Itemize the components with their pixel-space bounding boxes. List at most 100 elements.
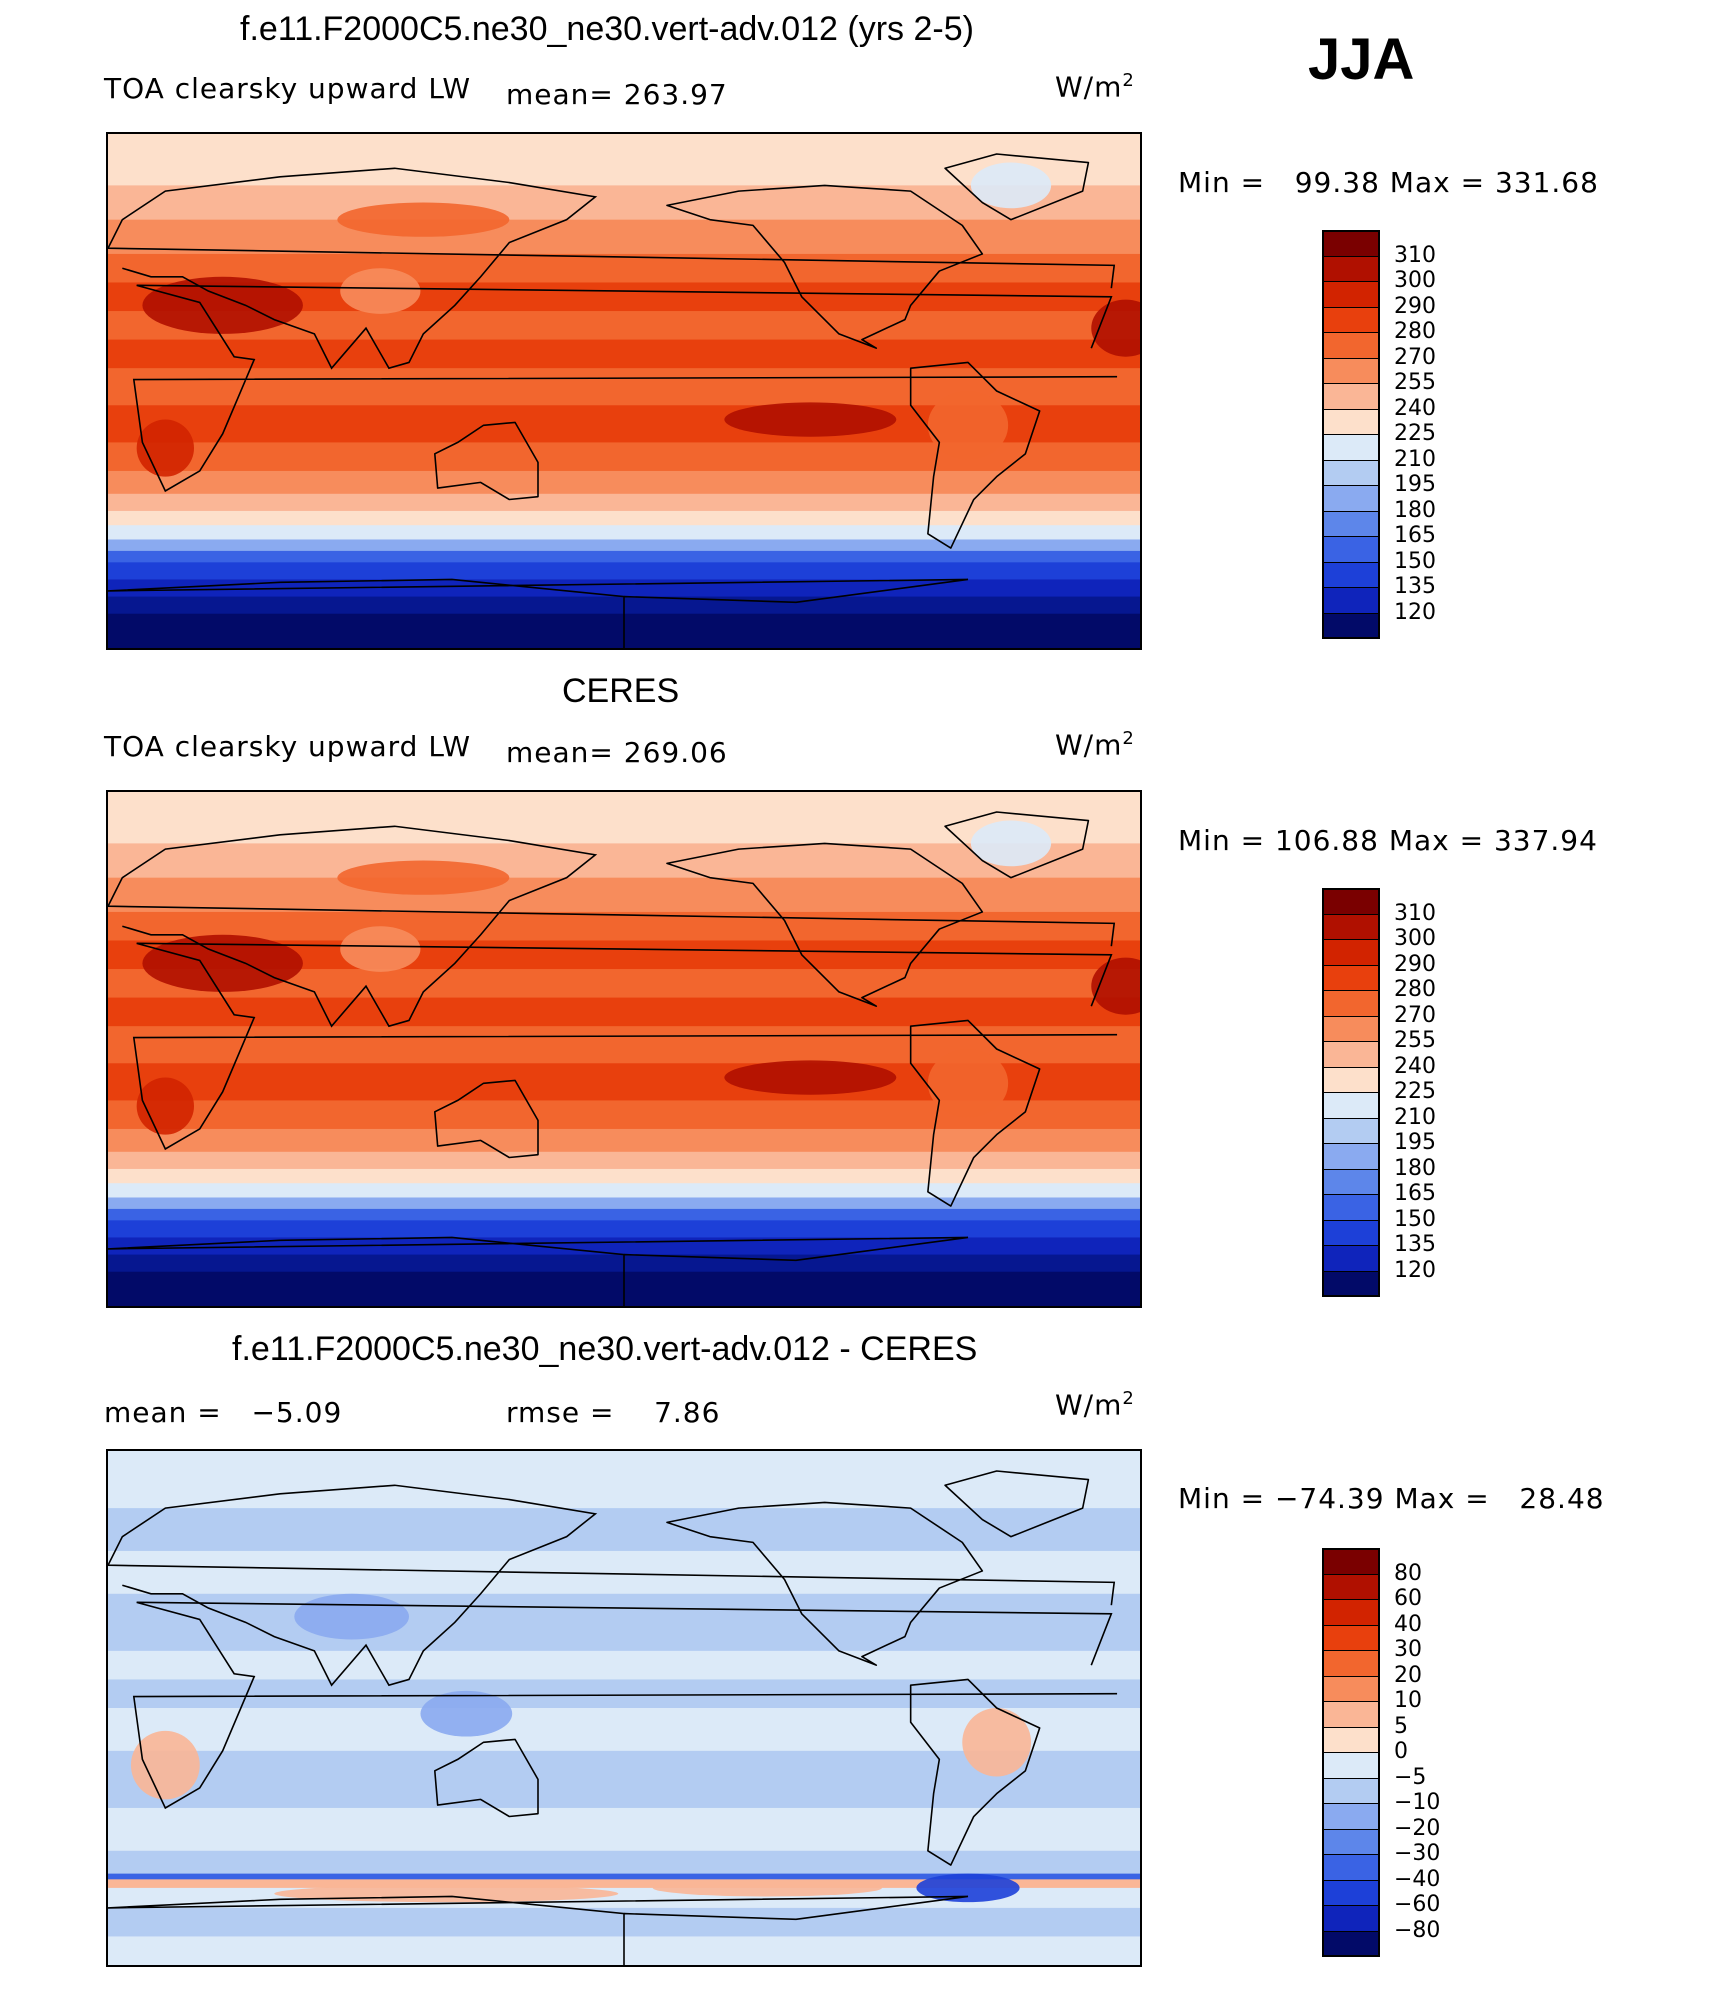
panel1-colorbar-tick-label: 310 [1394, 242, 1436, 268]
panel3-title: f.e11.F2000C5.ne30_ne30.vert-adv.012 - C… [232, 1330, 978, 1368]
panel2-map-band [108, 1168, 1140, 1185]
panel3-map-band [108, 1879, 1140, 1889]
panel3-colorbar-tick-label: 10 [1394, 1688, 1422, 1713]
panel1-map-anomaly [142, 276, 303, 334]
panel3-rmse-label: rmse = 7.86 [506, 1396, 721, 1429]
panel3-colorbar-swatch [1322, 1828, 1380, 1855]
panel3-colorbar-swatch [1322, 1548, 1380, 1574]
panel3-map-band [108, 1508, 1140, 1552]
panel1-colorbar-swatch [1322, 255, 1380, 282]
panel2-colorbar-swatch [1322, 1092, 1380, 1118]
panel2-colorbar-swatch [1322, 1245, 1380, 1271]
panel2-variable-label: TOA clearsky upward LW [104, 730, 472, 763]
panel2-colorbar-swatch [1322, 990, 1380, 1016]
panel2-map-band [108, 1237, 1140, 1256]
panel1-colorbar-swatch [1322, 536, 1380, 562]
panel2-colorbar-swatch [1322, 913, 1380, 940]
panel1-colorbar-tick-label: 270 [1394, 344, 1436, 370]
panel3-colorbar-tick-label: 5 [1394, 1713, 1408, 1739]
panel1-mean-label: mean= 263.97 [506, 78, 728, 111]
panel1-colorbar-tick-label: 150 [1394, 548, 1436, 574]
panel2-map-coastline [909, 1019, 1041, 1207]
panel1-map-band [108, 253, 1140, 284]
panel3-colorbar-swatch [1322, 1752, 1380, 1778]
panel3-colorbar-tick-label: 80 [1394, 1560, 1422, 1586]
panel1-colorbar-tick-label: 300 [1394, 268, 1436, 293]
panel2-colorbar-tick-label: 290 [1394, 951, 1436, 977]
panel3-map-anomaly [916, 1873, 1020, 1903]
panel1-map-coastline [108, 167, 1116, 370]
panel3-map-anomaly [420, 1690, 513, 1737]
panel2-map-band [108, 997, 1140, 1028]
panel1-colorbar-swatch [1322, 408, 1380, 435]
panel3-colorbar-tick-label: 20 [1394, 1662, 1422, 1688]
panel1-colorbar-tick-label: 120 [1394, 599, 1436, 625]
panel2-colorbar-swatch [1322, 1041, 1380, 1067]
panel1-map-anomaly [724, 402, 897, 437]
panel3-colorbar-tick-label: −30 [1394, 1841, 1441, 1866]
panel3-minmax: Min = −74.39 Max = 28.48 [1178, 1482, 1605, 1515]
panel2-map-anomaly [724, 1060, 897, 1095]
panel2-mean-label: mean= 269.06 [506, 736, 728, 769]
panel1-title: f.e11.F2000C5.ne30_ne30.vert-adv.012 (yr… [240, 10, 974, 48]
panel2-map-band [108, 1220, 1140, 1239]
panel2-map-anomaly [927, 1049, 1009, 1118]
panel3-map [106, 1449, 1142, 1967]
panel1-colorbar-swatch [1322, 383, 1380, 409]
panel2-map-coastline [132, 942, 1118, 1151]
panel2-units-label: W/m2 [1055, 728, 1135, 762]
panel3-map-coastline [132, 1601, 1118, 1810]
panel3-map-coastline [433, 1738, 539, 1818]
panel2-colorbar-swatch [1322, 1117, 1380, 1144]
panel1-colorbar-tick-label: 210 [1394, 446, 1436, 472]
panel3-colorbar-swatch [1322, 1726, 1380, 1753]
panel3-colorbar-swatch [1322, 1573, 1380, 1600]
panel1-colorbar-tick-label: 255 [1394, 370, 1436, 395]
panel3-map-band [108, 1807, 1140, 1852]
panel2-colorbar-tick-label: 255 [1394, 1028, 1436, 1053]
panel3-map-coastline [108, 1484, 1116, 1687]
panel2-map-band [108, 843, 1140, 879]
panel1-map-band [108, 185, 1140, 221]
panel2-colorbar-tick-label: 270 [1394, 1002, 1436, 1028]
panel2-colorbar-swatch [1322, 964, 1380, 991]
panel1-map-anomaly [340, 268, 421, 314]
panel1-map-band [108, 562, 1140, 581]
panel1-map [106, 132, 1142, 650]
panel2-map-coastline [666, 842, 984, 1007]
panel3-colorbar-tick-label: −80 [1394, 1917, 1441, 1943]
panel3-map-band [108, 1873, 1140, 1881]
panel1-map-band [108, 493, 1140, 512]
panel1-colorbar-swatch [1322, 434, 1380, 460]
panel1-map-band [108, 134, 1140, 187]
panel2-map-anomaly [340, 926, 421, 972]
panel2-map-anomaly [1091, 957, 1140, 1015]
panel3-colorbar-tick-label: −60 [1394, 1892, 1441, 1917]
panel2-map-coastline [433, 1079, 539, 1159]
panel1-map-coastline [666, 184, 984, 349]
panel1-colorbar-tick-label: 225 [1394, 421, 1436, 446]
panel2-colorbar-tick-label: 300 [1394, 926, 1436, 951]
panel3-colorbar-tick-label: 40 [1394, 1611, 1422, 1637]
panel3-colorbar-swatch [1322, 1930, 1380, 1957]
panel3-colorbar-tick-label: −40 [1394, 1866, 1441, 1892]
panel3-colorbar-swatch [1322, 1675, 1380, 1702]
panel3-map-coastline [108, 1895, 969, 1965]
panel2-map-anomaly [337, 860, 510, 895]
panel3-colorbar-swatch [1322, 1650, 1380, 1676]
panel2-minmax: Min = 106.88 Max = 337.94 [1178, 824, 1598, 857]
panel2-colorbar-tick-label: 240 [1394, 1053, 1436, 1079]
panel2-map-band [108, 877, 1140, 913]
season-label: JJA [1308, 27, 1415, 92]
panel2-colorbar-swatch [1322, 939, 1380, 965]
panel1-colorbar-swatch [1322, 485, 1380, 511]
panel2-field [108, 792, 1140, 1306]
panel2-colorbar-swatch [1322, 1219, 1380, 1246]
panel2-colorbar-swatch [1322, 1015, 1380, 1042]
panel3-map-coastline [666, 1501, 984, 1666]
panel3-map-band [108, 1550, 1140, 1595]
panel3-colorbar-swatch [1322, 1879, 1380, 1906]
panel1-map-band [108, 579, 1140, 598]
panel1-map-coastline [909, 361, 1041, 549]
panel3-colorbar-swatch [1322, 1624, 1380, 1651]
